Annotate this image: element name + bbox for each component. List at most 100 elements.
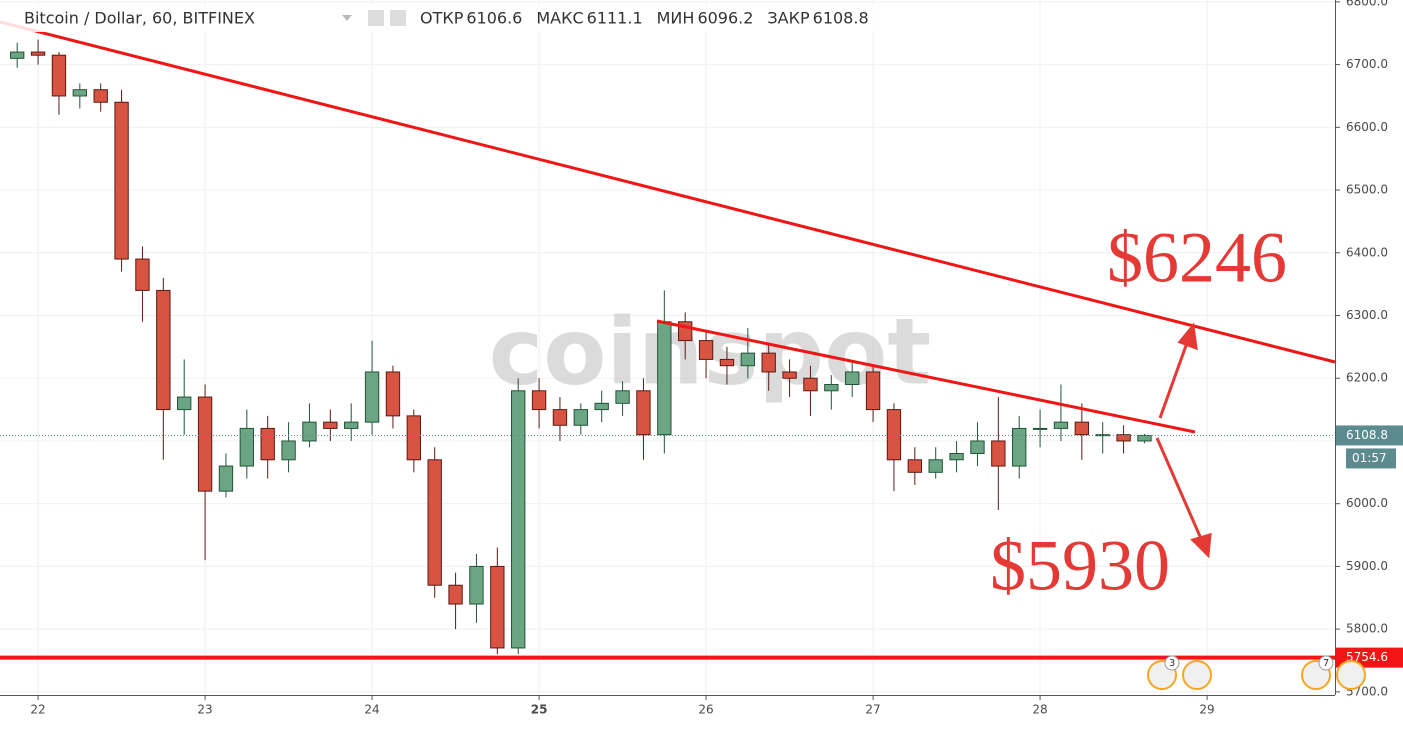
candle-body: [594, 402, 609, 411]
axes: 5700.05800.05900.06000.06100.06200.06300…: [30, 0, 1388, 717]
arrow: [1158, 339, 1190, 419]
y-tick-label: 6400.0: [1346, 245, 1388, 259]
x-tick-label: 29: [1199, 703, 1214, 717]
candle-body: [907, 459, 923, 473]
last-price-label: 6108.8: [1346, 428, 1388, 442]
dropdown-icon[interactable]: [342, 15, 352, 21]
y-tick-label: 6700.0: [1346, 57, 1388, 71]
time-axis: [0, 695, 1335, 734]
x-tick-label: 24: [364, 703, 379, 717]
candle-body: [886, 409, 902, 461]
candle-body: [1074, 421, 1090, 436]
flag-icon: [1182, 660, 1212, 690]
y-tick-label: 6200.0: [1346, 371, 1388, 385]
candle-body: [845, 371, 860, 386]
arrow: [1155, 437, 1204, 542]
ohlc-value: 6108.8: [813, 9, 869, 28]
candle-body: [72, 89, 88, 97]
icon[interactable]: [390, 10, 406, 26]
candle-body: [803, 377, 818, 392]
candle-body: [93, 89, 108, 103]
candle-body: [928, 459, 943, 473]
badge-count-bg: [1164, 655, 1180, 671]
candle-body: [657, 321, 672, 436]
x-tick-label: 26: [698, 703, 713, 717]
x-tick-label: 22: [30, 703, 45, 717]
candle-body: [51, 54, 67, 97]
x-tick-label: 23: [197, 703, 212, 717]
candle-body: [344, 421, 359, 429]
candle-body: [135, 258, 150, 291]
candle-body: [114, 101, 129, 260]
drawings: [0, 20, 1336, 434]
ohlc-label: ЗАКР: [767, 9, 810, 28]
y-tick-label: 6000.0: [1346, 496, 1388, 510]
header-bg: [0, 4, 910, 32]
candle-body: [448, 584, 463, 605]
candle-body: [552, 409, 568, 426]
badge-count-bg: [1318, 655, 1334, 671]
candle-body: [156, 289, 171, 411]
candle-body: [698, 340, 714, 360]
countdown-tag: [1346, 448, 1396, 469]
candle-body: [1053, 421, 1069, 429]
candle-body: [406, 415, 422, 461]
ohlc-label: ОТКР: [420, 9, 464, 28]
flag-icon: [1336, 660, 1366, 690]
last-price-tag: [1336, 425, 1403, 446]
candle-body: [1012, 427, 1027, 467]
y-tick-label: 6600.0: [1346, 120, 1388, 134]
badge-count: 7: [1323, 658, 1329, 669]
candle-body: [427, 459, 442, 586]
ohlc-value: 6111.1: [587, 9, 643, 28]
candle-body: [1095, 434, 1110, 437]
candle-body: [970, 440, 985, 455]
annotation: $6246: [1107, 218, 1287, 298]
candle-body: [824, 384, 839, 392]
countdown-label: 01:57: [1352, 451, 1387, 465]
candle-body: [949, 453, 964, 461]
candle-body: [1032, 427, 1048, 430]
candle-body: [10, 51, 25, 59]
candle-body: [239, 427, 255, 467]
candle-body: [782, 371, 797, 379]
candle-body: [323, 421, 338, 429]
symbol-title: Bitcoin / Dollar, 60, BITFINEX: [24, 9, 255, 28]
ohlc-value: 6096.2: [697, 9, 753, 28]
icon[interactable]: [368, 10, 384, 26]
candle-body: [719, 358, 735, 367]
candle-body: [615, 390, 630, 404]
trend-line: [0, 20, 1336, 364]
candle-body: [385, 371, 401, 417]
candle-body: [469, 565, 484, 605]
candle-body: [30, 51, 46, 56]
ohlc-value: 6106.6: [466, 9, 522, 28]
candle-body: [636, 390, 651, 436]
candle-body: [364, 371, 380, 423]
ohlc-label: МИН: [657, 9, 695, 28]
candle-body: [302, 421, 317, 442]
arrows: [1155, 322, 1212, 559]
candle-body: [573, 409, 589, 426]
candle-body: [761, 352, 776, 373]
candle-body: [197, 396, 213, 492]
y-tick-label: 5900.0: [1346, 559, 1388, 573]
annotation: $5930: [990, 526, 1170, 606]
candle-body: [531, 390, 547, 411]
badge-count: 3: [1169, 658, 1175, 669]
y-tick-label: 6300.0: [1346, 308, 1388, 322]
event-badge[interactable]: 3: [1147, 655, 1212, 690]
event-badge[interactable]: 7: [1301, 655, 1366, 690]
support-label: 5754.6: [1346, 650, 1388, 664]
candle-body: [490, 565, 505, 649]
x-tick-label: 25: [531, 703, 548, 717]
candle-body: [218, 465, 234, 492]
ohlc-label: МАКС: [536, 9, 583, 28]
candle-body: [511, 390, 526, 649]
candle-body: [865, 371, 881, 411]
y-tick-label: 5800.0: [1346, 622, 1388, 636]
candle-body: [1137, 434, 1152, 442]
candle-body: [1116, 434, 1131, 442]
